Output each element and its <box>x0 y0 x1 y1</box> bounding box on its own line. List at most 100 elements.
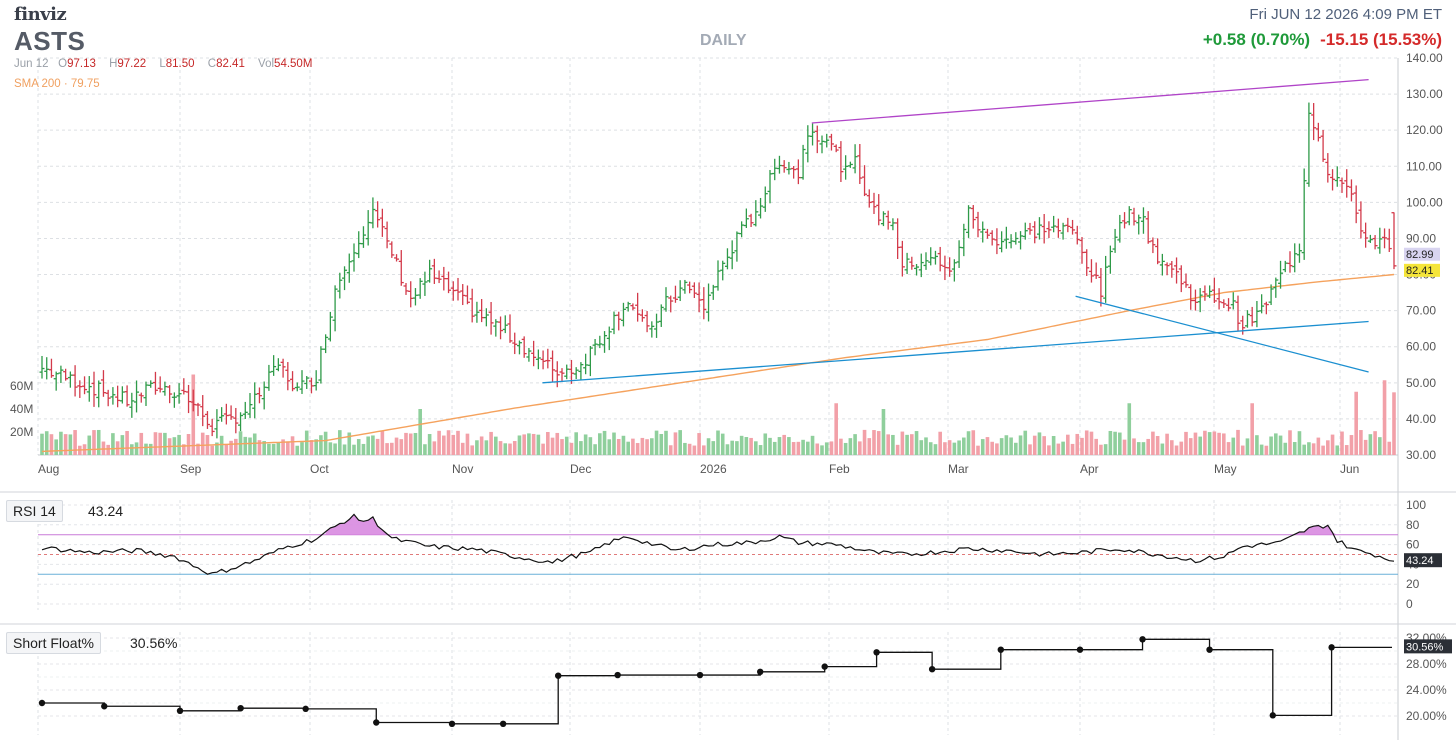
price-bar <box>947 257 953 277</box>
volume-bar <box>1089 431 1094 455</box>
price-bar <box>691 282 697 298</box>
volume-bar <box>342 444 347 455</box>
volume-bar <box>806 441 810 455</box>
price-bar <box>833 144 839 153</box>
volume-bar <box>371 435 375 455</box>
price-bar <box>857 143 863 185</box>
ohlc-low: 81.50 <box>165 58 195 70</box>
volume-bar <box>1307 442 1311 455</box>
volume-bar <box>749 437 753 455</box>
price-bar <box>1263 301 1269 315</box>
volume-bar <box>1292 442 1297 455</box>
volume-bar <box>394 437 399 455</box>
volume-bar <box>626 441 630 455</box>
price-bar <box>639 309 645 322</box>
price-bar <box>1230 292 1236 310</box>
price-bar <box>464 285 470 305</box>
price-bar <box>152 371 158 395</box>
volume-bar <box>309 440 314 455</box>
price-bar <box>1051 215 1057 233</box>
volume-bar <box>692 445 697 455</box>
volume-tick-label: 60M <box>10 379 33 393</box>
volume-bar <box>63 434 68 455</box>
price-bar <box>502 315 508 334</box>
price-bar <box>455 277 461 301</box>
price-bar <box>507 314 513 343</box>
price-bar <box>526 347 532 362</box>
x-tick-label: Apr <box>1080 462 1099 476</box>
price-bar <box>1018 231 1024 250</box>
volume-bar <box>1207 432 1212 455</box>
volume-bar <box>579 441 583 455</box>
price-bar <box>871 192 877 215</box>
price-bar <box>44 357 50 380</box>
price-bar <box>885 210 891 230</box>
price-bar <box>1013 232 1019 245</box>
volume-bar <box>40 433 44 455</box>
rsi-line <box>41 513 1395 575</box>
price-bar <box>568 359 574 384</box>
volume-bar <box>59 431 63 455</box>
volume-bar <box>1354 391 1358 455</box>
volume-bar <box>1236 429 1240 455</box>
volume-bar <box>659 433 664 455</box>
price-bar <box>989 230 995 246</box>
price-bar <box>67 371 73 388</box>
price-bar <box>308 377 314 394</box>
volume-bar <box>338 430 342 455</box>
volume-bar <box>408 433 413 455</box>
price-bar <box>1055 218 1061 238</box>
price-bar <box>1382 228 1388 249</box>
price-bar <box>956 240 962 268</box>
short-float-point <box>757 668 764 675</box>
volume-bar <box>569 442 574 455</box>
price-bar <box>762 186 768 212</box>
price-bar <box>148 380 154 388</box>
ohlc-open-label: O <box>58 58 68 70</box>
volume-bar <box>1316 437 1321 455</box>
price-bar <box>1084 249 1090 276</box>
price-bar <box>1046 221 1052 239</box>
volume-bar <box>219 435 224 455</box>
price-bar <box>545 348 551 369</box>
volume-bar <box>475 440 479 455</box>
volume-bar <box>810 435 815 455</box>
volume-bar <box>1184 431 1188 455</box>
x-tick-label: Oct <box>310 462 329 476</box>
price-bar <box>592 339 598 356</box>
volume-bar <box>267 443 271 455</box>
price-bar <box>658 304 664 327</box>
volume-bar <box>262 441 266 455</box>
volume-bar <box>1274 433 1278 455</box>
volume-bar <box>924 437 928 455</box>
price-bar <box>86 376 92 402</box>
volume-bar <box>1170 440 1174 455</box>
volume-bar <box>1141 442 1146 455</box>
price-tick-label: 50.00 <box>1406 376 1436 390</box>
volume-bar <box>999 438 1004 455</box>
x-tick-label: May <box>1214 462 1237 476</box>
volume-bar <box>1014 442 1018 455</box>
price-bar <box>564 364 570 380</box>
volume-bar <box>895 444 900 455</box>
price-bar <box>1235 295 1241 331</box>
volume-bar <box>1330 434 1335 455</box>
short-float-panel-label[interactable]: Short Float% <box>6 632 101 654</box>
price-bar <box>1003 226 1009 249</box>
rsi-panel-label[interactable]: RSI 14 <box>6 500 63 522</box>
price-bar <box>134 380 140 413</box>
price-bar <box>1386 228 1392 252</box>
brand-logo[interactable]: finviz <box>14 4 67 25</box>
volume-bar <box>442 435 446 455</box>
price-tick-label: 70.00 <box>1406 304 1436 318</box>
volume-bar <box>640 437 645 455</box>
price-bar <box>365 210 371 246</box>
price-bar <box>441 266 447 291</box>
price-bar <box>1320 129 1326 162</box>
timeframe-label[interactable]: DAILY <box>700 32 747 49</box>
volume-bar <box>645 439 649 455</box>
tag-box <box>1404 247 1440 261</box>
volume-bar <box>290 436 295 455</box>
volume-bar <box>177 434 181 455</box>
